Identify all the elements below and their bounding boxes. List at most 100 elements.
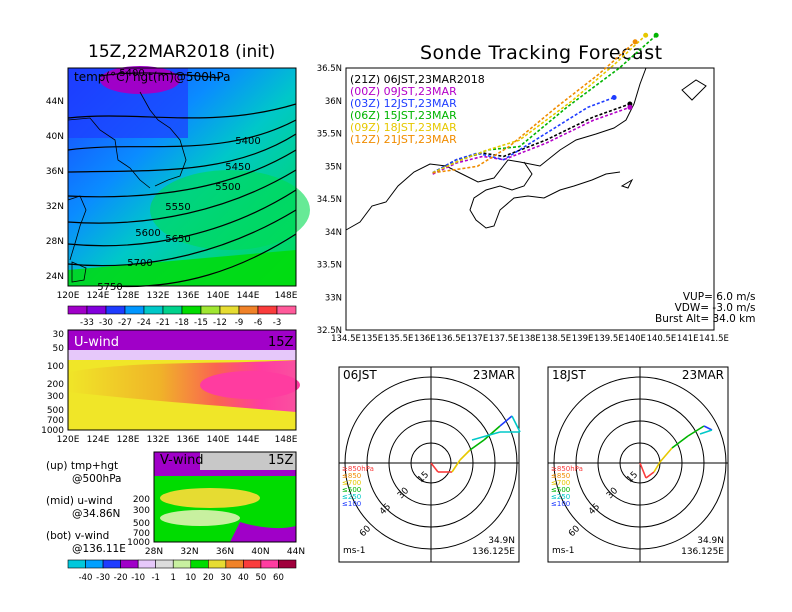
contour-label: 5400 [235,136,260,147]
u-x-tick: 124E [87,435,110,445]
colorbar-label: -12 [213,318,227,328]
ring-label: 30 [396,486,411,501]
ring-label: 60 [567,524,582,539]
burst-point [653,32,659,38]
hodograph-time: 06JST [343,368,377,382]
hodograph-lat: 34.9N [488,536,515,546]
colorbar-swatch [181,305,202,315]
track-x-tick: 137E [467,334,489,344]
wind-colorbar-swatch [102,559,121,569]
caption-line: @34.86N [72,508,121,520]
hodograph-time: 18JST [552,368,586,382]
wind-colorbar-label: -20 [114,573,128,583]
burst-point [627,101,633,107]
level-legend: ≤850 [551,472,570,480]
v-y-tick: 1000 [127,538,150,548]
u-x-tick: 136E [177,435,200,445]
u-y-tick: 300 [47,392,64,402]
hodograph-lat: 34.9N [697,536,724,546]
wind-colorbar-label: -10 [131,573,145,583]
track-x-tick: 135E [361,334,383,344]
map-y-tick: 44N [46,97,64,107]
ring-label: 15 [625,470,640,485]
hodograph-segment [459,449,471,461]
v-x-tick: 36N [216,547,234,557]
level-legend: ≤850 [342,472,361,480]
map-y-tick: 32N [46,202,64,212]
wind-colorbar-swatch [278,559,297,569]
track-x-tick: 135.5E [384,334,414,344]
contour-label: 5550 [165,202,190,213]
colorbar-swatch [67,305,88,315]
track-x-tick: 140E [624,334,646,344]
colorbar-label: -21 [156,318,170,328]
caption-line: (bot) v-wind [46,530,110,542]
u-y-tick: 200 [47,380,64,390]
hodograph-unit: ms-1 [343,546,365,556]
colorbar-swatch [162,305,183,315]
v-panel-label: V-wind [160,453,204,468]
hodograph-segment [699,429,713,435]
colorbar-label: -9 [235,318,243,328]
hodograph-segment [703,425,713,431]
track-x-tick: 138.5E [541,334,571,344]
level-legend: ≤250 [342,493,361,501]
u-x-tick: 128E [117,435,140,445]
v-y-tick: 500 [133,519,150,529]
vup-value: VUP= 6.0 m/s [682,291,756,303]
contour-label: 5750 [97,282,122,293]
ring-label: 60 [358,524,373,539]
panel-caption: (up) tmp+hgt @500hPa (mid) u-wind @34.86… [38,460,126,556]
track-x-tick: 141.5E [699,334,729,344]
wind-colorbar-swatch [190,559,209,569]
contour-label: 5650 [165,234,190,245]
contour-label: 5500 [215,182,240,193]
track-y-tick: 34N [325,228,342,238]
caption-line: @136.11E [72,543,126,555]
track-title: Sonde Tracking Forecast [420,42,663,64]
hodograph-segment [671,435,689,449]
v-x-tick: 32N [180,547,198,557]
colorbar-swatch [105,305,126,315]
map-y-tick: 36N [46,167,64,177]
map-x-tick: 140E [207,291,230,301]
level-legend: ≤700 [342,479,361,487]
wind-colorbar-swatch [155,559,174,569]
track-y-tick: 32.5N [317,326,342,336]
colorbar-swatch [143,305,164,315]
track-y-tick: 34.5N [317,195,342,205]
hodograph-segment [645,471,655,479]
map-x-tick: 128E [117,291,140,301]
map-x-tick: 124E [87,291,110,301]
map-x-tick: 120E [57,291,80,301]
track-y-tick: 33N [325,293,342,303]
track-legend-entry: (21Z) 06JST,23MAR2018 [350,73,485,86]
hodograph-lon: 136.125E [681,547,724,557]
u-y-tick: 500 [47,406,64,416]
level-legend: ≤500 [342,486,361,494]
wind-colorbar-swatch [208,559,227,569]
u-panel-time: 15Z [268,335,294,350]
u-y-tick: 700 [47,416,64,426]
track-legend-entry: (06Z) 15JST,23MAR [350,109,457,122]
track-y-tick: 35N [325,162,342,172]
u-x-tick: 144E [237,435,260,445]
v-x-tick: 40N [251,547,269,557]
level-legend: ≥850hPa [342,465,374,473]
ring-label: 15 [416,470,431,485]
vdw-value: VDW= -3.0 m/s [674,302,756,314]
map-title: 15Z,22MAR2018 (init) [88,42,276,62]
hodograph-segment [499,415,513,427]
hodograph-unit: ms-1 [552,546,574,556]
wind-colorbar-swatch [120,559,139,569]
hodograph-date: 23MAR [682,368,724,382]
map-x-tick: 136E [177,291,200,301]
track-x-tick: 141E [677,334,699,344]
u-y-tick: 100 [47,362,64,372]
colorbar-swatch [238,305,259,315]
ring-label: 30 [605,486,620,501]
track-x-tick: 137.5E [489,334,519,344]
hodograph-segment [471,431,501,441]
wind-colorbar-label: -40 [79,573,93,583]
colorbar-swatch [124,305,145,315]
